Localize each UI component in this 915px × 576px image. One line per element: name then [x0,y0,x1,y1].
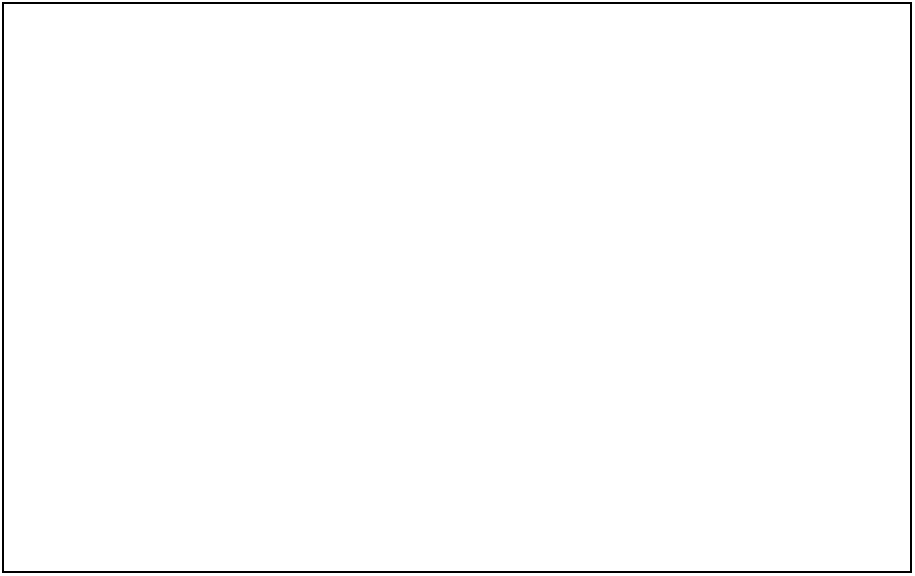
y-tick-label-30: 30 % [76,201,133,230]
y-tick-label-5: 5 % [89,430,133,459]
x-category-label-2: 12:00 bis 16:30 Uhr [653,504,873,532]
y-tick-label-20: 20 % [76,293,133,321]
x-category-label-0: 8:00 bis 10:00 Uhr [137,504,343,532]
data-label-2: 36,10 [730,122,794,151]
y-tick-label-25: 25 % [76,247,133,276]
y-tick-label-40: 40 % [76,110,133,138]
y-tick-label-0: 0 % [89,476,133,504]
data-label-1: 40,08 [460,88,524,117]
data-label-0: 23,83 [183,219,247,248]
y-tick-label-35: 35 % [76,155,133,184]
x-category-label-1: 10:00 bis 12:00 Uhr [393,504,613,532]
y-tick-label-15: 15 % [76,338,133,367]
y-tick-label-10: 10 % [76,384,133,413]
